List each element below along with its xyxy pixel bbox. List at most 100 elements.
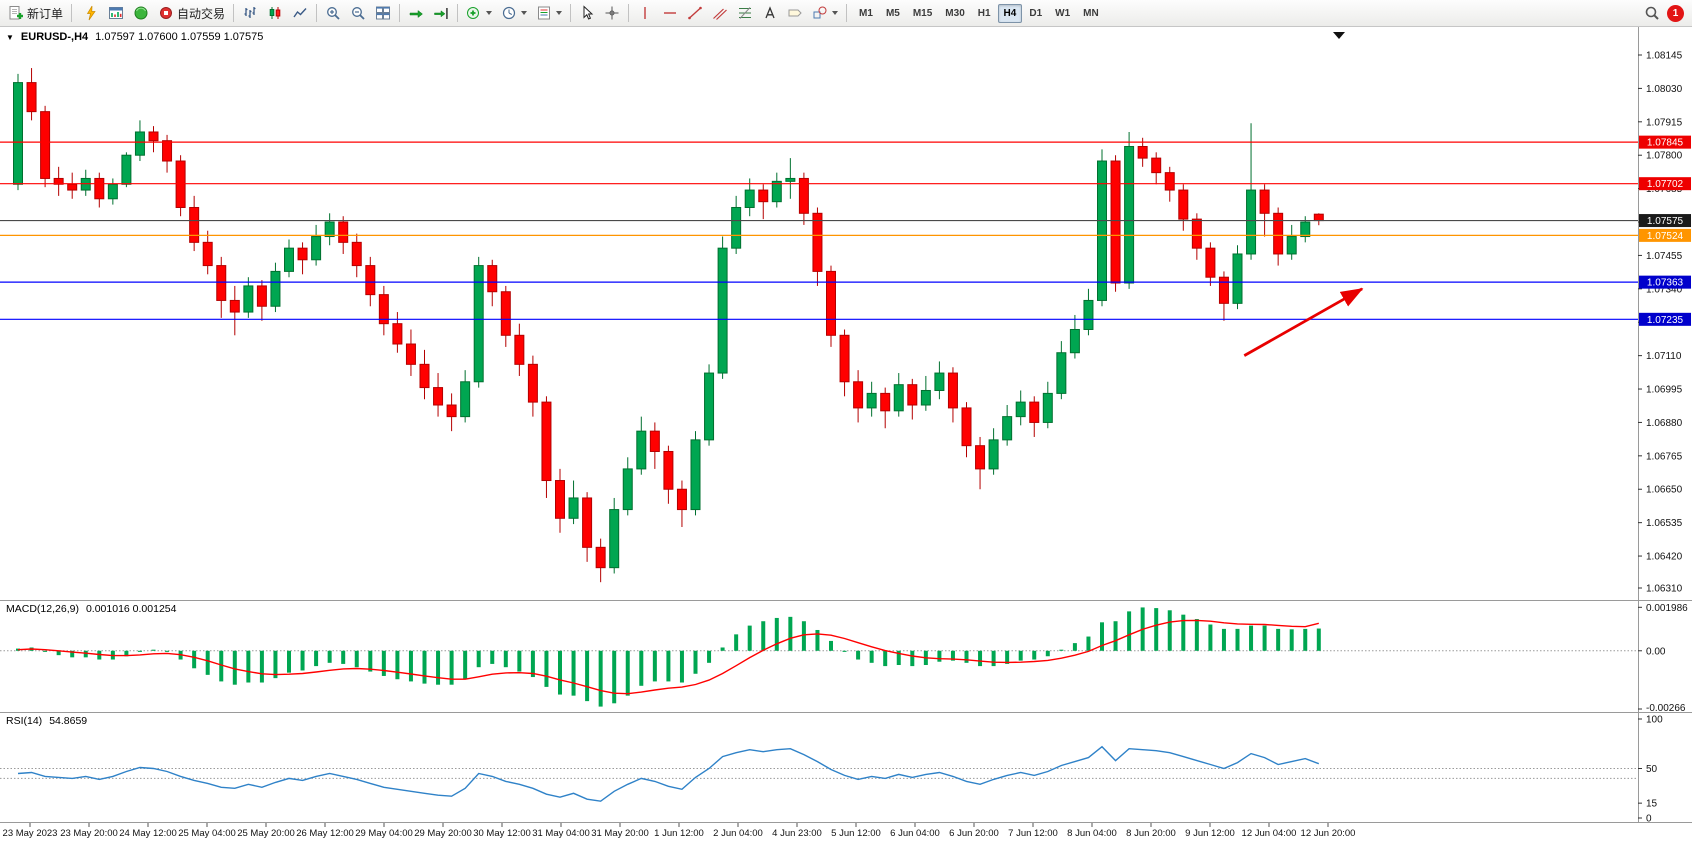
tile-windows-button[interactable] [371, 2, 395, 24]
mql-button[interactable] [76, 2, 103, 24]
vertical-line-button[interactable] [633, 2, 657, 24]
shapes-button[interactable] [808, 2, 842, 24]
new-order-icon [9, 6, 23, 20]
search-button[interactable] [1640, 2, 1664, 24]
periods-button[interactable] [497, 2, 531, 24]
time-tick-label: 29 May 04:00 [355, 828, 413, 839]
price-level-box [1639, 135, 1691, 149]
macd-histogram-bar [530, 650, 535, 678]
macd-histogram-bar [70, 650, 75, 658]
macd-histogram-bar [991, 650, 996, 667]
bar-chart-button[interactable] [238, 2, 262, 24]
candlestick-chart-button[interactable] [263, 2, 287, 24]
macd-header: MACD(12,26,9) 0.001016 0.001254 [6, 603, 176, 615]
macd-histogram-bar [598, 650, 603, 707]
price-tick-label: 1.06650 [1646, 485, 1683, 496]
macd-histogram-bar [259, 650, 264, 683]
macd-histogram-bar [856, 650, 861, 660]
autotrading-button[interactable]: 自动交易 [154, 2, 229, 24]
channel-button[interactable] [708, 2, 732, 24]
pane-dividers[interactable] [0, 27, 1692, 823]
toolbar-separator [570, 4, 572, 22]
macd-histogram-bar [815, 629, 820, 651]
line-chart-button[interactable] [288, 2, 312, 24]
chart-menu-icon[interactable]: ▼ [6, 33, 14, 42]
profiles-button[interactable] [129, 2, 153, 24]
candle-body [663, 450, 674, 490]
chart-shift-icon [434, 8, 448, 19]
macd-histogram-bar [869, 650, 874, 663]
candle-body [1042, 392, 1053, 423]
price-tick-label: 1.06765 [1646, 451, 1683, 462]
new-order-button[interactable]: 新订单 [4, 2, 67, 24]
chart-background [0, 27, 1692, 841]
price-tick-label: 1.07915 [1646, 117, 1683, 128]
timeframe-button-mn[interactable]: MN [1077, 4, 1105, 23]
macd-histogram-bar [1249, 625, 1254, 651]
main-chart-header: ▼ EURUSD-,H4 1.07597 1.07600 1.07559 1.0… [6, 31, 263, 43]
macd-histogram-bar [950, 650, 955, 661]
timeframe-button-m15[interactable]: M15 [907, 4, 938, 23]
price-axis[interactable]: 1.081451.080301.079151.078001.076851.075… [1638, 51, 1691, 825]
notification-badge[interactable]: 1 [1667, 4, 1684, 22]
text-button[interactable] [758, 2, 782, 24]
zoom-out-button[interactable] [346, 2, 370, 24]
main-toolbar: 新订单 自动交易 [0, 0, 1692, 27]
time-tick-label: 26 May 12:00 [296, 828, 354, 839]
time-tick-label: 30 May 12:00 [473, 828, 531, 839]
candle-body [121, 154, 132, 185]
text-label-button[interactable] [783, 2, 807, 24]
charts-button[interactable] [104, 2, 128, 24]
templates-button[interactable] [532, 2, 566, 24]
candle-body [134, 131, 145, 156]
macd-histogram-bar [56, 650, 61, 656]
candle-body [988, 439, 999, 470]
macd-histogram-bar [517, 650, 522, 672]
time-axis[interactable]: 23 May 2023 23 May 20:00 24 May 12:00 25 Ma… [3, 823, 1356, 839]
horizontal-lines-layer[interactable] [0, 141, 1638, 320]
autoscroll-button[interactable] [404, 2, 428, 24]
candle-body [473, 265, 484, 383]
candle-body [378, 294, 389, 325]
time-tick-label: 8 Jun 20:00 [1126, 828, 1176, 839]
price-level-box-label: 1.07363 [1647, 278, 1684, 289]
cursor-button[interactable] [575, 2, 599, 24]
macd-histogram-bar [381, 650, 386, 676]
chart-canvas[interactable]: 1.081451.080301.079151.078001.076851.075… [0, 27, 1692, 841]
time-tick-label: 24 May 12:00 [119, 828, 177, 839]
candle-body [1286, 236, 1297, 255]
macd-histogram-bar [219, 650, 224, 682]
toolbar-separator [233, 4, 235, 22]
indicators-button[interactable] [462, 2, 496, 24]
timeframe-button-w1[interactable]: W1 [1049, 4, 1076, 23]
timeframe-button-m30[interactable]: M30 [939, 4, 970, 23]
candle-body [1083, 299, 1094, 330]
fibonacci-button[interactable] [733, 2, 757, 24]
candle-body [595, 546, 606, 569]
macd-histogram-bar [287, 650, 291, 673]
trend-arrow-annotation[interactable] [1243, 287, 1364, 357]
macd-indicator-label: MACD(12,26,9) [6, 603, 79, 615]
price-tick-label: 1.07800 [1646, 151, 1683, 162]
candlestick-icon [269, 7, 281, 19]
timeframe-button-m5[interactable]: M5 [880, 4, 906, 23]
crosshair-button[interactable] [600, 2, 624, 24]
timeframe-button-m1[interactable]: M1 [853, 4, 879, 23]
timeframe-button-d1[interactable]: D1 [1023, 4, 1048, 23]
toolbar-separator [71, 4, 73, 22]
time-tick-label: 31 May 04:00 [532, 828, 590, 839]
annotations-layer[interactable] [1243, 32, 1364, 357]
cursor-arrow-icon [583, 5, 594, 20]
time-tick-label: 5 Jun 12:00 [831, 828, 881, 839]
candle-body [1178, 189, 1189, 220]
timeframe-button-h4[interactable]: H4 [997, 3, 1023, 23]
zoom-in-button[interactable] [321, 2, 345, 24]
timeframe-button-h1[interactable]: H1 [972, 4, 997, 23]
trendline-button[interactable] [683, 2, 707, 24]
scroll-end-marker-icon[interactable] [1333, 32, 1345, 39]
macd-histogram-bar [761, 621, 766, 651]
horizontal-line-button[interactable] [658, 2, 682, 24]
macd-scale-label: -0.00266 [1646, 703, 1686, 714]
macd-histogram-bar [1303, 628, 1308, 651]
chart-shift-button[interactable] [429, 2, 453, 24]
